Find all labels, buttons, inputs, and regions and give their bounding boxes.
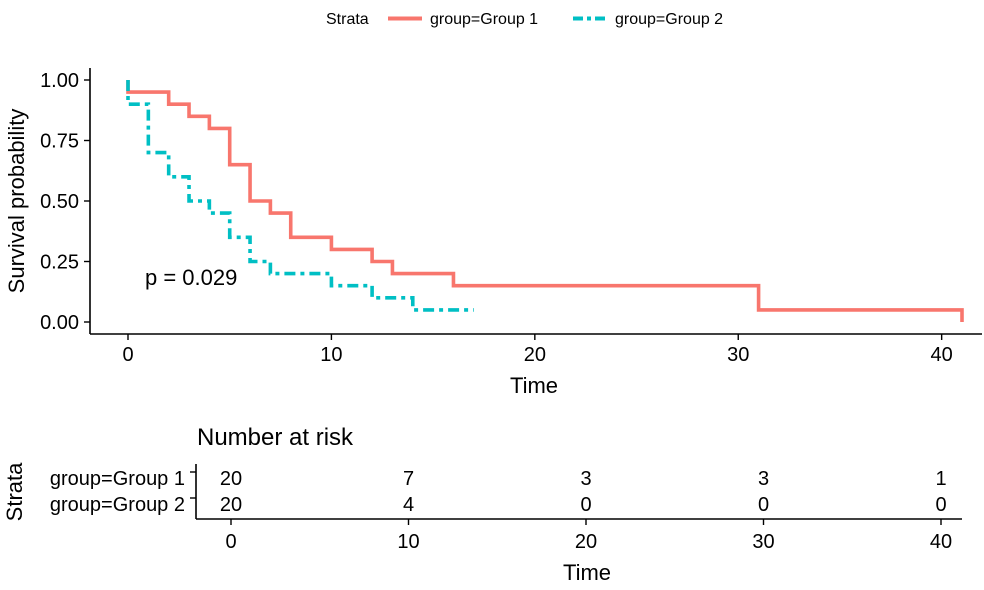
x-tick-label: 40: [931, 344, 953, 366]
risk-cell-value: 0: [935, 494, 946, 516]
risk-row-label: group=Group 1: [50, 468, 185, 490]
risk-cell-value: 20: [220, 468, 242, 490]
y-tick-label: 0.50: [40, 191, 79, 213]
y-tick-label: 0.75: [40, 131, 79, 153]
x-tick-label: 10: [320, 344, 342, 366]
risk-row-label: group=Group 2: [50, 494, 185, 516]
y-axis-title: Survival probability: [4, 109, 29, 294]
risk-x-tick-label: 40: [930, 531, 952, 553]
legend: Strata group=Group 1 group=Group 2: [326, 11, 723, 28]
risk-rows: group=Group 1 20 7 3 3 1 group=Group 2 20 4 0 0 0: [50, 468, 947, 516]
risk-cell-value: 4: [403, 494, 414, 516]
risk-x-tick-label: 30: [752, 531, 774, 553]
survival-curves: [126, 80, 964, 322]
risk-cell-value: 3: [580, 468, 591, 490]
risk-x-axis-title: Time: [563, 560, 611, 585]
x-axis-title: Time: [510, 373, 558, 398]
risk-cell-value: 20: [220, 494, 242, 516]
y-ticks: 0.00 0.25 0.50 0.75 1.00: [40, 70, 90, 334]
risk-table: Number at risk group=Group 1 20 7 3 3 1group=…: [2, 424, 962, 585]
y-tick-label: 1.00: [40, 70, 79, 92]
legend-label-group-1: group=Group 1: [430, 11, 538, 28]
survival-plot: 0.00 0.25 0.50 0.75 1.00 0 10 20 30 40 p = 0.029…: [4, 68, 982, 398]
risk-cell-value: 0: [758, 494, 769, 516]
risk-x-ticks: 0 10 20 30 40: [225, 519, 952, 553]
risk-x-tick-label: 10: [397, 531, 419, 553]
risk-cell-value: 1: [935, 468, 946, 490]
risk-x-tick-label: 0: [225, 531, 236, 553]
y-tick-label: 0.00: [40, 312, 79, 334]
x-tick-label: 20: [524, 344, 546, 366]
survival-curve-group-2: [126, 80, 474, 312]
risk-cell-value: 0: [580, 494, 591, 516]
x-tick-label: 30: [727, 344, 749, 366]
y-tick-label: 0.25: [40, 252, 79, 274]
risk-y-axis-title: Strata: [2, 462, 27, 521]
risk-x-tick-label: 20: [575, 531, 597, 553]
risk-cell-value: 7: [403, 468, 414, 490]
p-value-annotation: p = 0.029: [145, 265, 237, 290]
legend-title: Strata: [326, 11, 369, 28]
x-ticks: 0 10 20 30 40: [122, 334, 953, 366]
legend-label-group-2: group=Group 2: [615, 11, 723, 28]
x-tick-label: 0: [122, 344, 133, 366]
survival-curve-group-1: [126, 80, 964, 322]
risk-cell-value: 3: [758, 468, 769, 490]
risk-table-title: Number at risk: [197, 424, 354, 451]
